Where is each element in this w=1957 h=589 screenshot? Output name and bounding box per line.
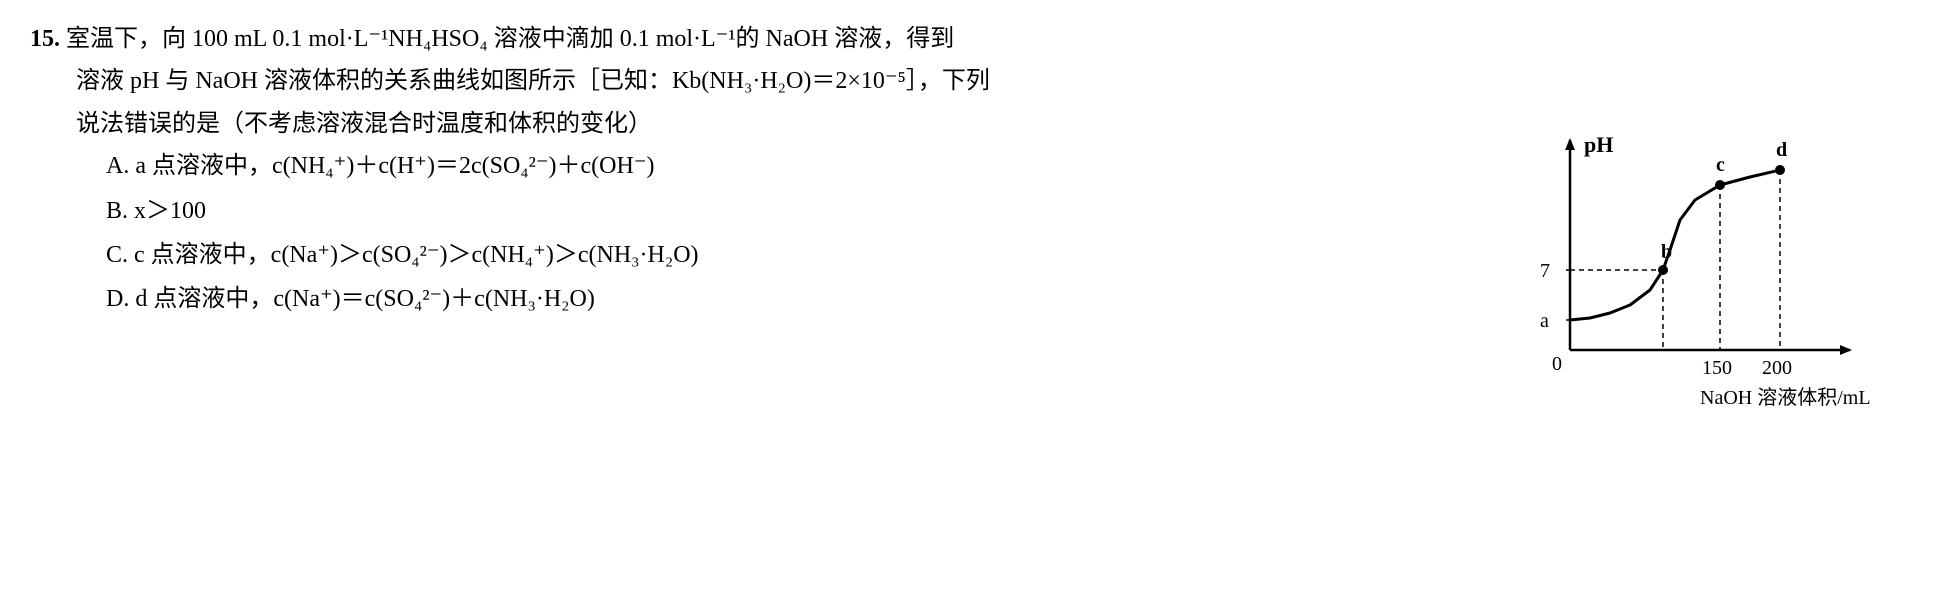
svg-text:150: 150	[1702, 357, 1732, 379]
svg-text:200: 200	[1762, 357, 1792, 379]
option-a: A. a 点溶液中，c(NH₄⁺)＋c(H⁺)＝2c(SO₄²⁻)＋c(OH⁻)	[106, 147, 1480, 185]
option-d-prefix: D.	[106, 286, 129, 312]
question-number: 15.	[30, 20, 60, 58]
stem-line-3: 说法错误的是（不考虑溶液混合时温度和体积的变化）	[76, 105, 1480, 143]
svg-text:pH: pH	[1584, 132, 1613, 157]
option-a-prefix: A.	[106, 153, 129, 179]
titration-chart: pH NaOH 溶液体积/mL 0a 7 150 200 b c d	[1510, 20, 1910, 442]
option-c-prefix: C.	[106, 242, 128, 268]
option-b-text: x＞100	[134, 198, 206, 224]
svg-text:d: d	[1776, 139, 1787, 161]
option-d-text: d 点溶液中，c(Na⁺)＝c(SO₄²⁻)＋c(NH₃·H₂O)	[135, 286, 595, 312]
stem-line-2: 溶液 pH 与 NaOH 溶液体积的关系曲线如图所示［已知：Kb(NH₃·H₂O…	[76, 62, 1480, 100]
svg-text:b: b	[1661, 241, 1672, 263]
svg-text:0: 0	[1552, 353, 1562, 375]
svg-text:c: c	[1716, 154, 1725, 176]
option-c: C. c 点溶液中，c(Na⁺)＞c(SO₄²⁻)＞c(NH₄⁺)＞c(NH₃·…	[106, 236, 1480, 274]
chart-svg: pH NaOH 溶液体积/mL 0a 7 150 200 b c d	[1510, 130, 1910, 430]
svg-text:7: 7	[1540, 260, 1550, 282]
svg-text:a: a	[1540, 310, 1549, 332]
question-text: 15. 室温下，向 100 mL 0.1 mol·L⁻¹NH₄HSO₄ 溶液中滴…	[30, 20, 1480, 325]
stem-line-1: 室温下，向 100 mL 0.1 mol·L⁻¹NH₄HSO₄ 溶液中滴加 0.…	[66, 20, 954, 58]
option-a-text: a 点溶液中，c(NH₄⁺)＋c(H⁺)＝2c(SO₄²⁻)＋c(OH⁻)	[135, 153, 654, 179]
option-c-text: c 点溶液中，c(Na⁺)＞c(SO₄²⁻)＞c(NH₄⁺)＞c(NH₃·H₂O…	[134, 242, 699, 268]
option-b: B. x＞100	[106, 192, 1480, 230]
option-d: D. d 点溶液中，c(Na⁺)＝c(SO₄²⁻)＋c(NH₃·H₂O)	[106, 280, 1480, 318]
svg-text:NaOH 溶液体积/mL: NaOH 溶液体积/mL	[1700, 386, 1871, 409]
option-b-prefix: B.	[106, 198, 128, 224]
